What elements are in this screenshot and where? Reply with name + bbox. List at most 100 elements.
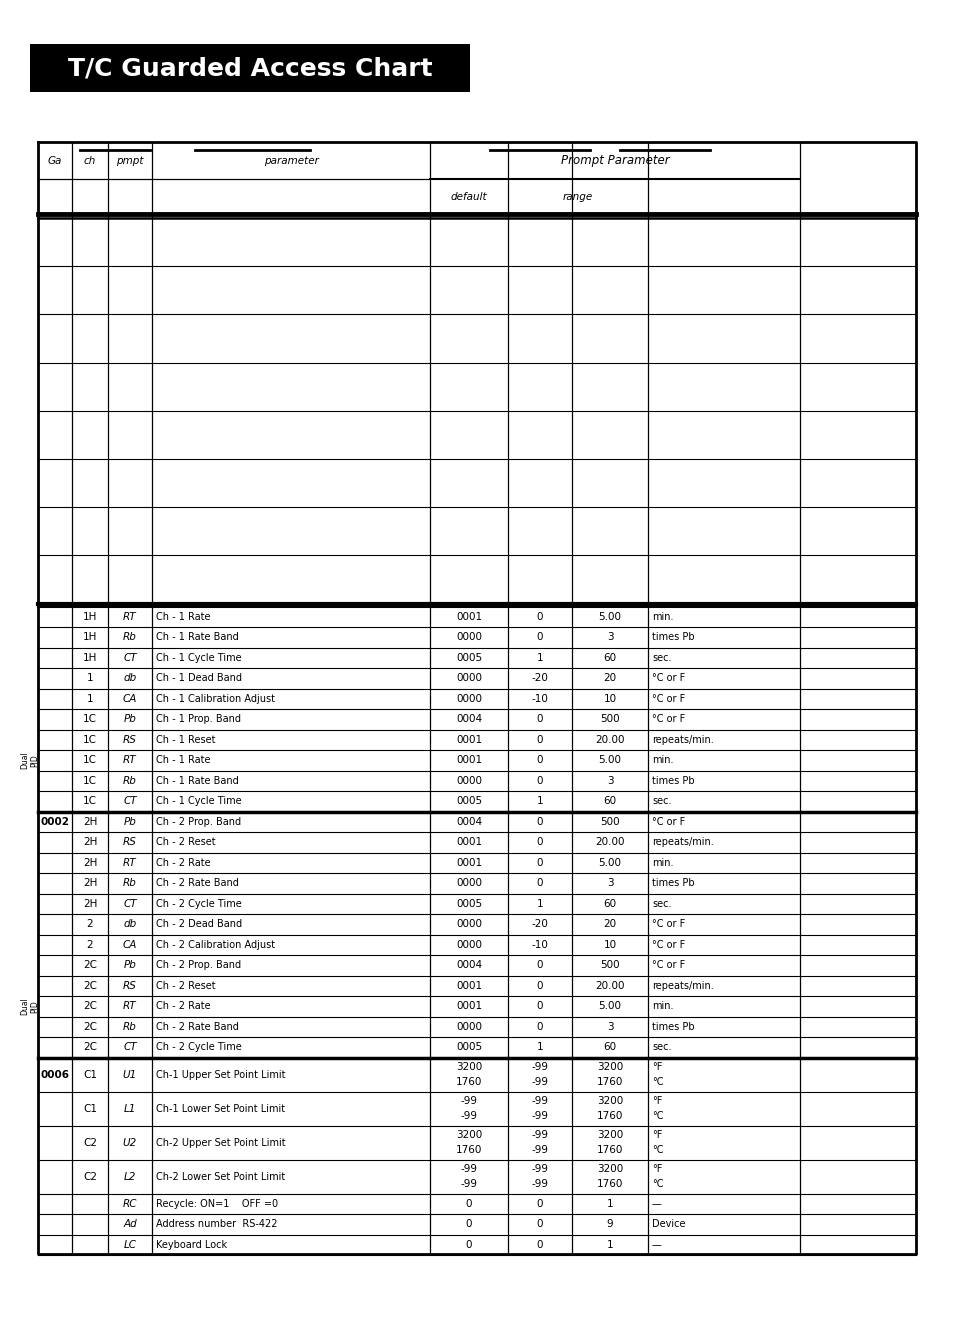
Text: Ch-1 Upper Set Point Limit: Ch-1 Upper Set Point Limit bbox=[156, 1069, 285, 1080]
Text: Recycle: ON=1    OFF =0: Recycle: ON=1 OFF =0 bbox=[156, 1199, 278, 1208]
Text: pmpt: pmpt bbox=[116, 156, 144, 165]
Text: Pb: Pb bbox=[124, 714, 136, 724]
Text: sec.: sec. bbox=[651, 1042, 671, 1052]
Text: -20: -20 bbox=[531, 673, 548, 683]
Text: T/C Guarded Access Chart: T/C Guarded Access Chart bbox=[68, 56, 432, 81]
Text: 0005: 0005 bbox=[456, 796, 481, 806]
Text: Ch - 2 Rate: Ch - 2 Rate bbox=[156, 1001, 211, 1011]
Text: 1H: 1H bbox=[83, 632, 97, 642]
Text: 2: 2 bbox=[87, 919, 93, 929]
Text: —: — bbox=[651, 1199, 661, 1208]
Text: C2: C2 bbox=[83, 1171, 97, 1182]
Text: °C or F: °C or F bbox=[651, 919, 684, 929]
Text: 0: 0 bbox=[465, 1240, 472, 1249]
Text: 0: 0 bbox=[537, 878, 542, 888]
Text: Dual
PID: Dual PID bbox=[20, 997, 40, 1015]
Text: CA: CA bbox=[123, 694, 137, 703]
Text: 3200: 3200 bbox=[456, 1130, 481, 1140]
Text: -99: -99 bbox=[531, 1145, 548, 1155]
Text: 2C: 2C bbox=[83, 1042, 97, 1052]
Text: 3: 3 bbox=[606, 1022, 613, 1031]
Text: 500: 500 bbox=[599, 817, 619, 826]
Text: °C or F: °C or F bbox=[651, 673, 684, 683]
Text: min.: min. bbox=[651, 858, 673, 867]
Text: 60: 60 bbox=[603, 899, 616, 908]
Text: 5.00: 5.00 bbox=[598, 1001, 620, 1011]
Text: CT: CT bbox=[123, 899, 136, 908]
Text: -10: -10 bbox=[531, 940, 548, 949]
Text: -99: -99 bbox=[460, 1179, 477, 1188]
Text: Ch-1 Lower Set Point Limit: Ch-1 Lower Set Point Limit bbox=[156, 1104, 285, 1113]
Text: °C: °C bbox=[651, 1110, 662, 1121]
Text: CT: CT bbox=[123, 796, 136, 806]
Text: Dual
PID: Dual PID bbox=[20, 751, 40, 769]
Text: 10: 10 bbox=[603, 694, 616, 703]
Text: 0: 0 bbox=[537, 1219, 542, 1229]
Text: -99: -99 bbox=[460, 1163, 477, 1174]
Text: Ch-2 Upper Set Point Limit: Ch-2 Upper Set Point Limit bbox=[156, 1137, 285, 1147]
Text: Keyboard Lock: Keyboard Lock bbox=[156, 1240, 227, 1249]
Text: min.: min. bbox=[651, 755, 673, 765]
Text: 1: 1 bbox=[87, 694, 93, 703]
Text: RT: RT bbox=[123, 755, 136, 765]
Text: RS: RS bbox=[123, 981, 137, 990]
Text: 1760: 1760 bbox=[597, 1077, 622, 1087]
Text: 60: 60 bbox=[603, 1042, 616, 1052]
Text: °C or F: °C or F bbox=[651, 960, 684, 970]
Text: Ch - 1 Reset: Ch - 1 Reset bbox=[156, 735, 215, 744]
Text: 9: 9 bbox=[606, 1219, 613, 1229]
Text: 1C: 1C bbox=[83, 796, 97, 806]
Text: Ch - 1 Prop. Band: Ch - 1 Prop. Band bbox=[156, 714, 241, 724]
Text: 0001: 0001 bbox=[456, 735, 481, 744]
Text: Ch - 1 Calibration Adjust: Ch - 1 Calibration Adjust bbox=[156, 694, 274, 703]
Text: 0: 0 bbox=[537, 632, 542, 642]
Text: Ch - 1 Rate Band: Ch - 1 Rate Band bbox=[156, 776, 238, 785]
Text: -99: -99 bbox=[460, 1096, 477, 1107]
Text: 2C: 2C bbox=[83, 1001, 97, 1011]
Text: 0001: 0001 bbox=[456, 755, 481, 765]
Text: 0: 0 bbox=[537, 1022, 542, 1031]
Text: -99: -99 bbox=[531, 1096, 548, 1107]
Text: Ch - 2 Prop. Band: Ch - 2 Prop. Band bbox=[156, 817, 241, 826]
Text: 1: 1 bbox=[606, 1199, 613, 1208]
Text: -99: -99 bbox=[531, 1130, 548, 1140]
Text: -99: -99 bbox=[531, 1077, 548, 1087]
Text: 2H: 2H bbox=[83, 837, 97, 847]
Text: min.: min. bbox=[651, 1001, 673, 1011]
Text: °F: °F bbox=[651, 1062, 661, 1072]
Text: 0000: 0000 bbox=[456, 776, 481, 785]
Text: 0: 0 bbox=[537, 612, 542, 621]
Text: 2H: 2H bbox=[83, 858, 97, 867]
Text: Ch - 1 Rate Band: Ch - 1 Rate Band bbox=[156, 632, 238, 642]
Text: parameter: parameter bbox=[263, 156, 318, 165]
Text: °F: °F bbox=[651, 1096, 661, 1107]
Text: 1H: 1H bbox=[83, 653, 97, 662]
Text: Device: Device bbox=[651, 1219, 685, 1229]
Text: Ch-2 Lower Set Point Limit: Ch-2 Lower Set Point Limit bbox=[156, 1171, 285, 1182]
Text: 0: 0 bbox=[537, 960, 542, 970]
Text: 0005: 0005 bbox=[456, 899, 481, 908]
Text: db: db bbox=[123, 673, 136, 683]
Text: -99: -99 bbox=[531, 1163, 548, 1174]
Text: 1760: 1760 bbox=[456, 1145, 481, 1155]
Text: 0: 0 bbox=[537, 837, 542, 847]
Text: repeats/min.: repeats/min. bbox=[651, 837, 713, 847]
Text: 20.00: 20.00 bbox=[595, 837, 624, 847]
Text: range: range bbox=[562, 192, 593, 202]
Text: Rb: Rb bbox=[123, 776, 137, 785]
Text: 2H: 2H bbox=[83, 817, 97, 826]
Text: 1: 1 bbox=[87, 673, 93, 683]
Bar bbox=[30, 44, 470, 93]
Text: Ch - 2 Reset: Ch - 2 Reset bbox=[156, 981, 215, 990]
Text: 1760: 1760 bbox=[597, 1145, 622, 1155]
Text: 0002: 0002 bbox=[41, 817, 70, 826]
Text: Ch - 2 Cycle Time: Ch - 2 Cycle Time bbox=[156, 1042, 241, 1052]
Text: Ch - 2 Reset: Ch - 2 Reset bbox=[156, 837, 215, 847]
Text: 60: 60 bbox=[603, 653, 616, 662]
Text: Address number  RS-422: Address number RS-422 bbox=[156, 1219, 277, 1229]
Text: 0004: 0004 bbox=[456, 960, 481, 970]
Text: 0000: 0000 bbox=[456, 694, 481, 703]
Text: 0000: 0000 bbox=[456, 632, 481, 642]
Text: Ad: Ad bbox=[123, 1219, 136, 1229]
Text: 0: 0 bbox=[537, 817, 542, 826]
